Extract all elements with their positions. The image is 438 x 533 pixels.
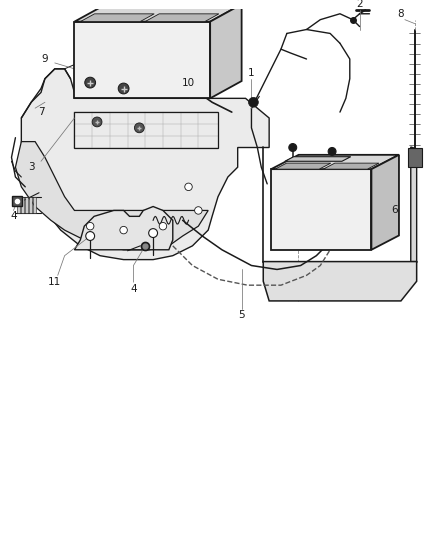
Polygon shape	[145, 14, 219, 22]
Polygon shape	[411, 147, 417, 262]
Polygon shape	[323, 163, 379, 169]
Circle shape	[100, 1, 108, 9]
Polygon shape	[33, 197, 36, 213]
Text: 6: 6	[392, 205, 398, 215]
Polygon shape	[80, 14, 154, 22]
Text: 2: 2	[357, 0, 363, 9]
Polygon shape	[263, 262, 417, 301]
Circle shape	[185, 183, 192, 191]
Polygon shape	[21, 197, 24, 213]
Text: 10: 10	[182, 78, 195, 87]
Circle shape	[92, 117, 102, 127]
Polygon shape	[285, 157, 351, 161]
Polygon shape	[25, 197, 28, 213]
Circle shape	[134, 123, 144, 133]
Polygon shape	[74, 206, 173, 250]
Circle shape	[194, 207, 202, 214]
Circle shape	[180, 1, 188, 9]
Polygon shape	[210, 4, 242, 99]
Circle shape	[85, 77, 95, 88]
Text: 5: 5	[238, 310, 245, 320]
Circle shape	[120, 227, 127, 234]
Circle shape	[159, 222, 167, 230]
Polygon shape	[408, 148, 422, 167]
Polygon shape	[74, 22, 210, 99]
Polygon shape	[275, 163, 331, 169]
Polygon shape	[271, 169, 371, 250]
Circle shape	[86, 222, 94, 230]
Polygon shape	[29, 197, 32, 213]
Text: 4: 4	[130, 284, 137, 294]
Text: 8: 8	[398, 9, 404, 19]
Text: 7: 7	[38, 107, 44, 117]
Polygon shape	[18, 197, 20, 213]
Polygon shape	[271, 155, 399, 169]
Polygon shape	[82, 0, 104, 2]
Polygon shape	[371, 155, 399, 250]
Polygon shape	[15, 142, 208, 250]
Circle shape	[248, 98, 258, 107]
Text: 4: 4	[10, 212, 17, 221]
Circle shape	[328, 148, 336, 156]
Circle shape	[86, 232, 95, 240]
Circle shape	[148, 229, 158, 238]
Text: 9: 9	[42, 54, 48, 64]
Polygon shape	[21, 69, 269, 260]
Text: 3: 3	[28, 162, 35, 172]
Circle shape	[118, 83, 129, 94]
Polygon shape	[74, 4, 242, 22]
Text: 1: 1	[248, 68, 255, 78]
Circle shape	[289, 143, 297, 151]
Text: 11: 11	[48, 277, 61, 287]
